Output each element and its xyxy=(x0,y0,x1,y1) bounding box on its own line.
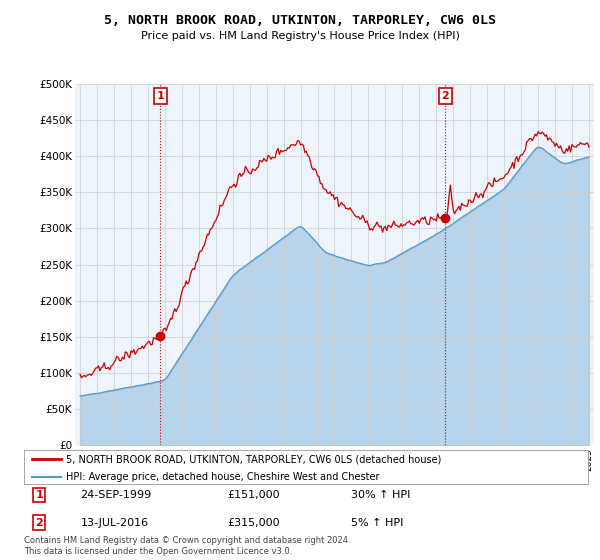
Text: Contains HM Land Registry data © Crown copyright and database right 2024.
This d: Contains HM Land Registry data © Crown c… xyxy=(24,536,350,556)
Text: 5, NORTH BROOK ROAD, UTKINTON, TARPORLEY, CW6 0LS (detached house): 5, NORTH BROOK ROAD, UTKINTON, TARPORLEY… xyxy=(66,454,442,464)
Text: 5% ↑ HPI: 5% ↑ HPI xyxy=(351,517,403,528)
Text: 30% ↑ HPI: 30% ↑ HPI xyxy=(351,490,410,500)
Text: 13-JUL-2016: 13-JUL-2016 xyxy=(80,517,149,528)
Text: £315,000: £315,000 xyxy=(227,517,280,528)
Text: Price paid vs. HM Land Registry's House Price Index (HPI): Price paid vs. HM Land Registry's House … xyxy=(140,31,460,41)
Text: 24-SEP-1999: 24-SEP-1999 xyxy=(80,490,152,500)
Text: £151,000: £151,000 xyxy=(227,490,280,500)
Text: 1: 1 xyxy=(35,490,43,500)
Text: 5, NORTH BROOK ROAD, UTKINTON, TARPORLEY, CW6 0LS: 5, NORTH BROOK ROAD, UTKINTON, TARPORLEY… xyxy=(104,14,496,27)
Text: 2: 2 xyxy=(35,517,43,528)
Text: 2: 2 xyxy=(442,91,449,101)
Text: HPI: Average price, detached house, Cheshire West and Chester: HPI: Average price, detached house, Ches… xyxy=(66,472,380,482)
Text: 1: 1 xyxy=(157,91,164,101)
